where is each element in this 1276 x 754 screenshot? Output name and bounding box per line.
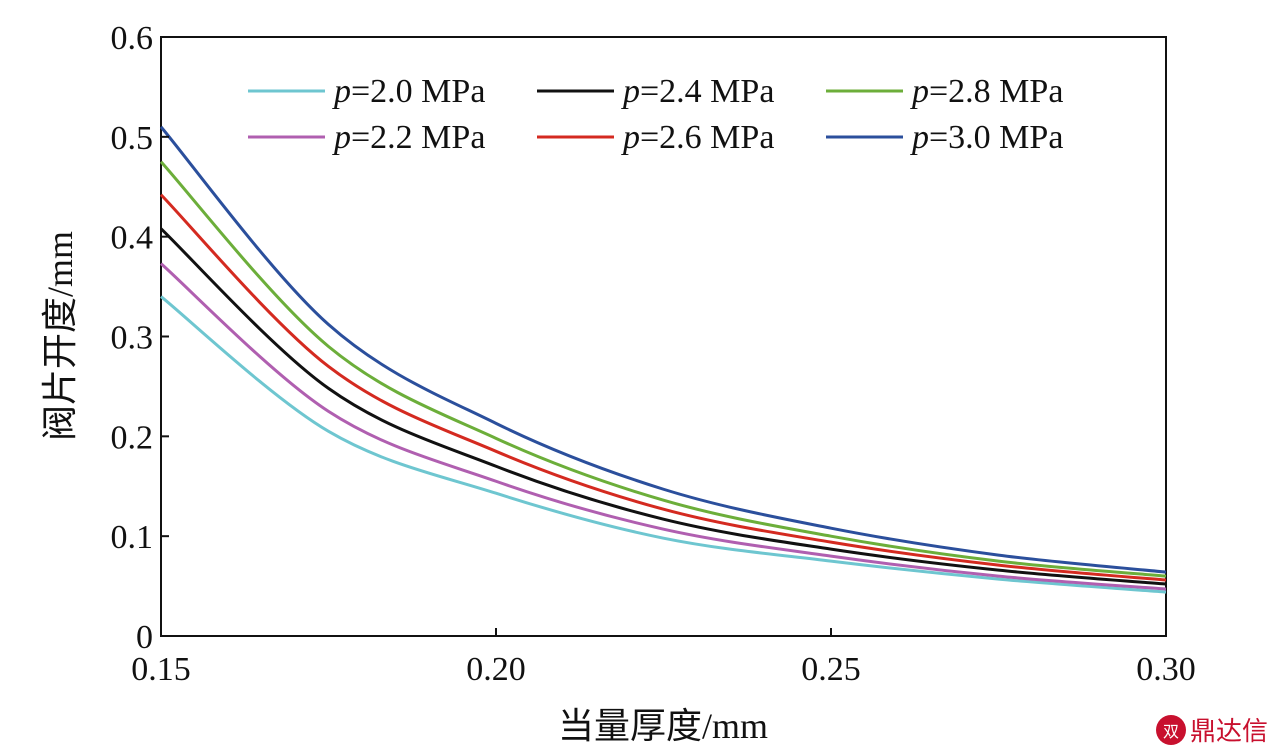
x-axis-ticks: 0.15 0.20 0.25 0.30 bbox=[131, 628, 1196, 688]
x-tick-label: 0.30 bbox=[1136, 651, 1196, 688]
series-line-2 bbox=[159, 227, 1167, 586]
legend-label: p=2.0 MPa bbox=[332, 73, 485, 110]
series-line-0 bbox=[160, 295, 1167, 594]
y-tick-label: 0.6 bbox=[111, 20, 154, 57]
legend-label: p=2.8 MPa bbox=[910, 73, 1063, 110]
y-axis-ticks: 0 0.1 0.2 0.3 0.4 0.5 0.6 bbox=[111, 20, 169, 656]
x-axis-title: 当量厚度/mm bbox=[558, 706, 768, 746]
y-tick-label: 0.4 bbox=[111, 220, 154, 257]
legend: p=2.0 MPa p=2.2 MPa p=2.4 MPa p=2.6 MPa p=2.… bbox=[248, 73, 1063, 156]
series-line-3 bbox=[159, 193, 1167, 582]
legend-label: p=3.0 MPa bbox=[910, 119, 1063, 156]
watermark-text: 鼎达信 bbox=[1189, 717, 1268, 747]
x-tick-label: 0.20 bbox=[466, 651, 526, 688]
x-tick-label: 0.15 bbox=[131, 651, 191, 688]
y-tick-label: 0.2 bbox=[111, 419, 154, 456]
legend-label: p=2.2 MPa bbox=[332, 119, 485, 156]
y-tick-label: 0.1 bbox=[111, 519, 154, 556]
y-axis-title: 阀片开度/mm bbox=[40, 231, 80, 441]
series-layer bbox=[159, 125, 1167, 594]
watermark: 双 鼎达信 bbox=[1155, 711, 1268, 748]
series-line-5 bbox=[159, 125, 1167, 574]
y-tick-label: 0.5 bbox=[111, 120, 154, 157]
series-line-1 bbox=[160, 262, 1167, 591]
y-tick-label: 0.3 bbox=[111, 320, 154, 357]
x-tick-label: 0.25 bbox=[801, 651, 861, 688]
dx-logo-icon: 双 bbox=[1155, 714, 1186, 745]
legend-label: p=2.4 MPa bbox=[621, 73, 774, 110]
series-line-4 bbox=[159, 160, 1167, 578]
y-tick-label: 0 bbox=[136, 619, 153, 656]
legend-label: p=2.6 MPa bbox=[621, 119, 774, 156]
